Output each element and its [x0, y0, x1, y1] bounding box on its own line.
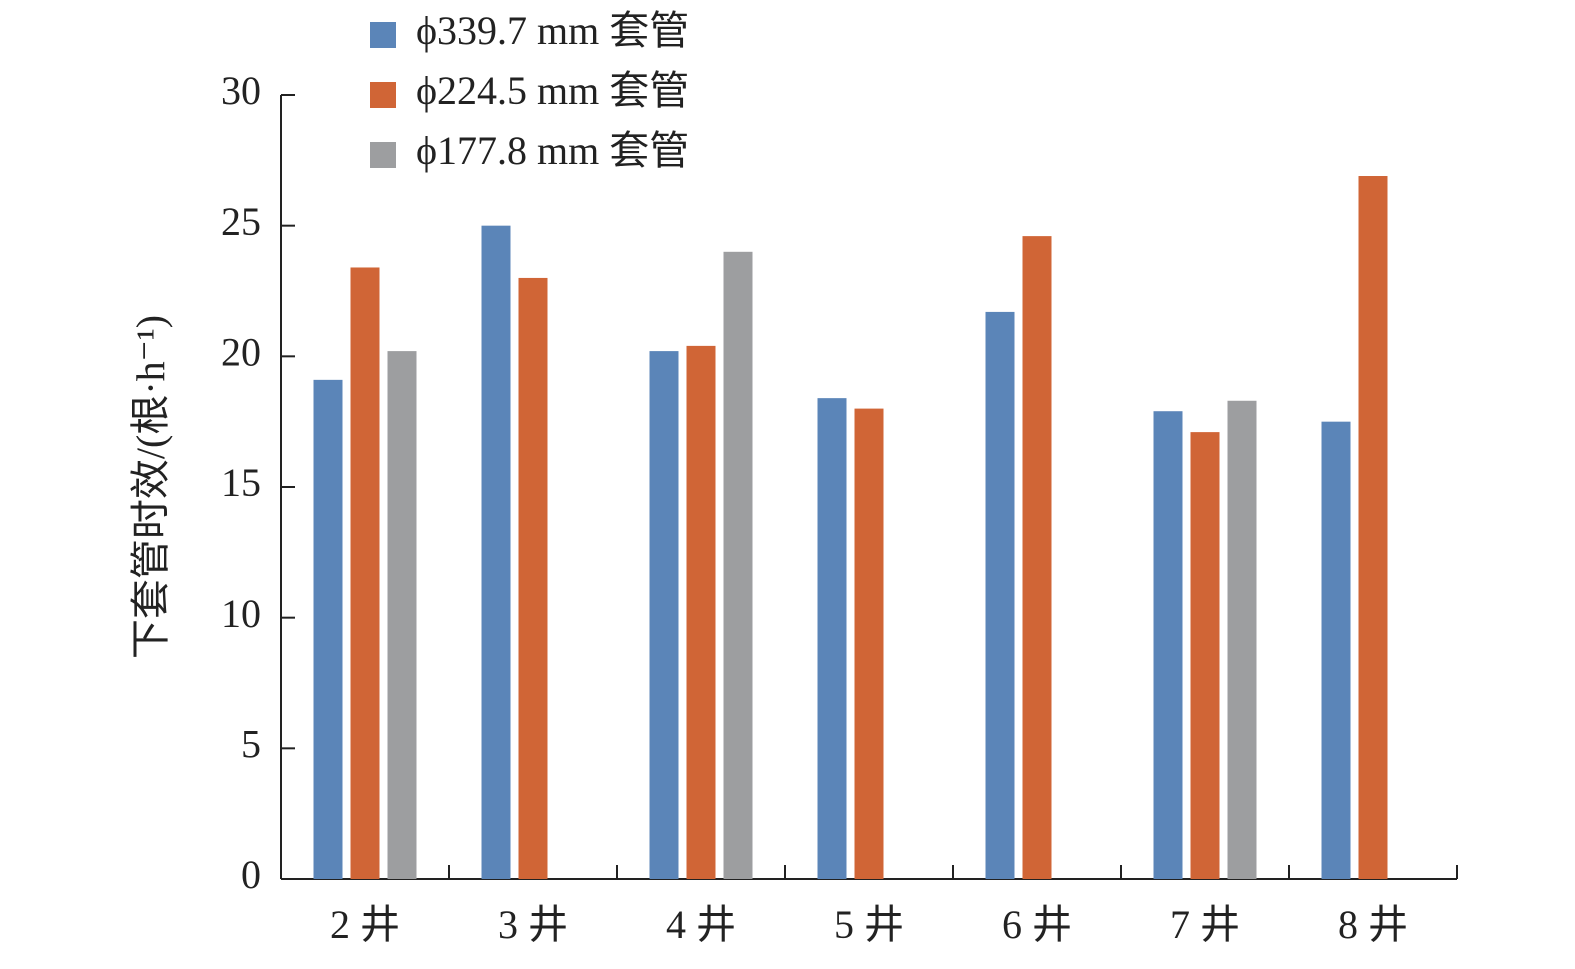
legend-label: ϕ177.8 mm 套管 — [416, 128, 689, 173]
bar — [817, 398, 847, 879]
bar — [481, 225, 511, 879]
legend-swatch — [370, 22, 396, 48]
x-tick-label: 2 井 — [330, 902, 400, 947]
bar — [985, 311, 1015, 879]
x-tick-label: 7 井 — [1170, 902, 1240, 947]
y-axis-label: 下套管时效/(根·h⁻¹) — [128, 315, 173, 659]
bar — [350, 267, 380, 880]
x-tick-label: 3 井 — [498, 902, 568, 947]
bar — [387, 351, 417, 879]
y-tick-label: 25 — [221, 199, 261, 244]
bar — [686, 345, 716, 879]
bar — [854, 408, 884, 879]
legend-label: ϕ224.5 mm 套管 — [416, 68, 689, 113]
bar — [1358, 176, 1388, 880]
bar — [723, 251, 753, 880]
y-tick-label: 15 — [221, 460, 261, 505]
bar — [1227, 400, 1257, 879]
y-tick-label: 10 — [221, 591, 261, 636]
legend-swatch — [370, 142, 396, 168]
y-tick-label: 0 — [241, 852, 261, 897]
bar — [518, 277, 548, 879]
x-tick-label: 4 井 — [666, 902, 736, 947]
y-tick-label: 30 — [221, 68, 261, 113]
legend-swatch — [370, 82, 396, 108]
x-tick-label: 6 井 — [1002, 902, 1072, 947]
bar — [1022, 236, 1052, 879]
y-tick-label: 5 — [241, 722, 261, 767]
bar — [1153, 411, 1183, 879]
x-tick-label: 5 井 — [834, 902, 904, 947]
y-tick-label: 20 — [221, 330, 261, 375]
bar — [1321, 421, 1351, 879]
x-tick-label: 8 井 — [1338, 902, 1408, 947]
bar — [649, 351, 679, 879]
legend-label: ϕ339.7 mm 套管 — [416, 8, 689, 53]
bar — [1190, 432, 1220, 879]
bar — [313, 379, 343, 879]
